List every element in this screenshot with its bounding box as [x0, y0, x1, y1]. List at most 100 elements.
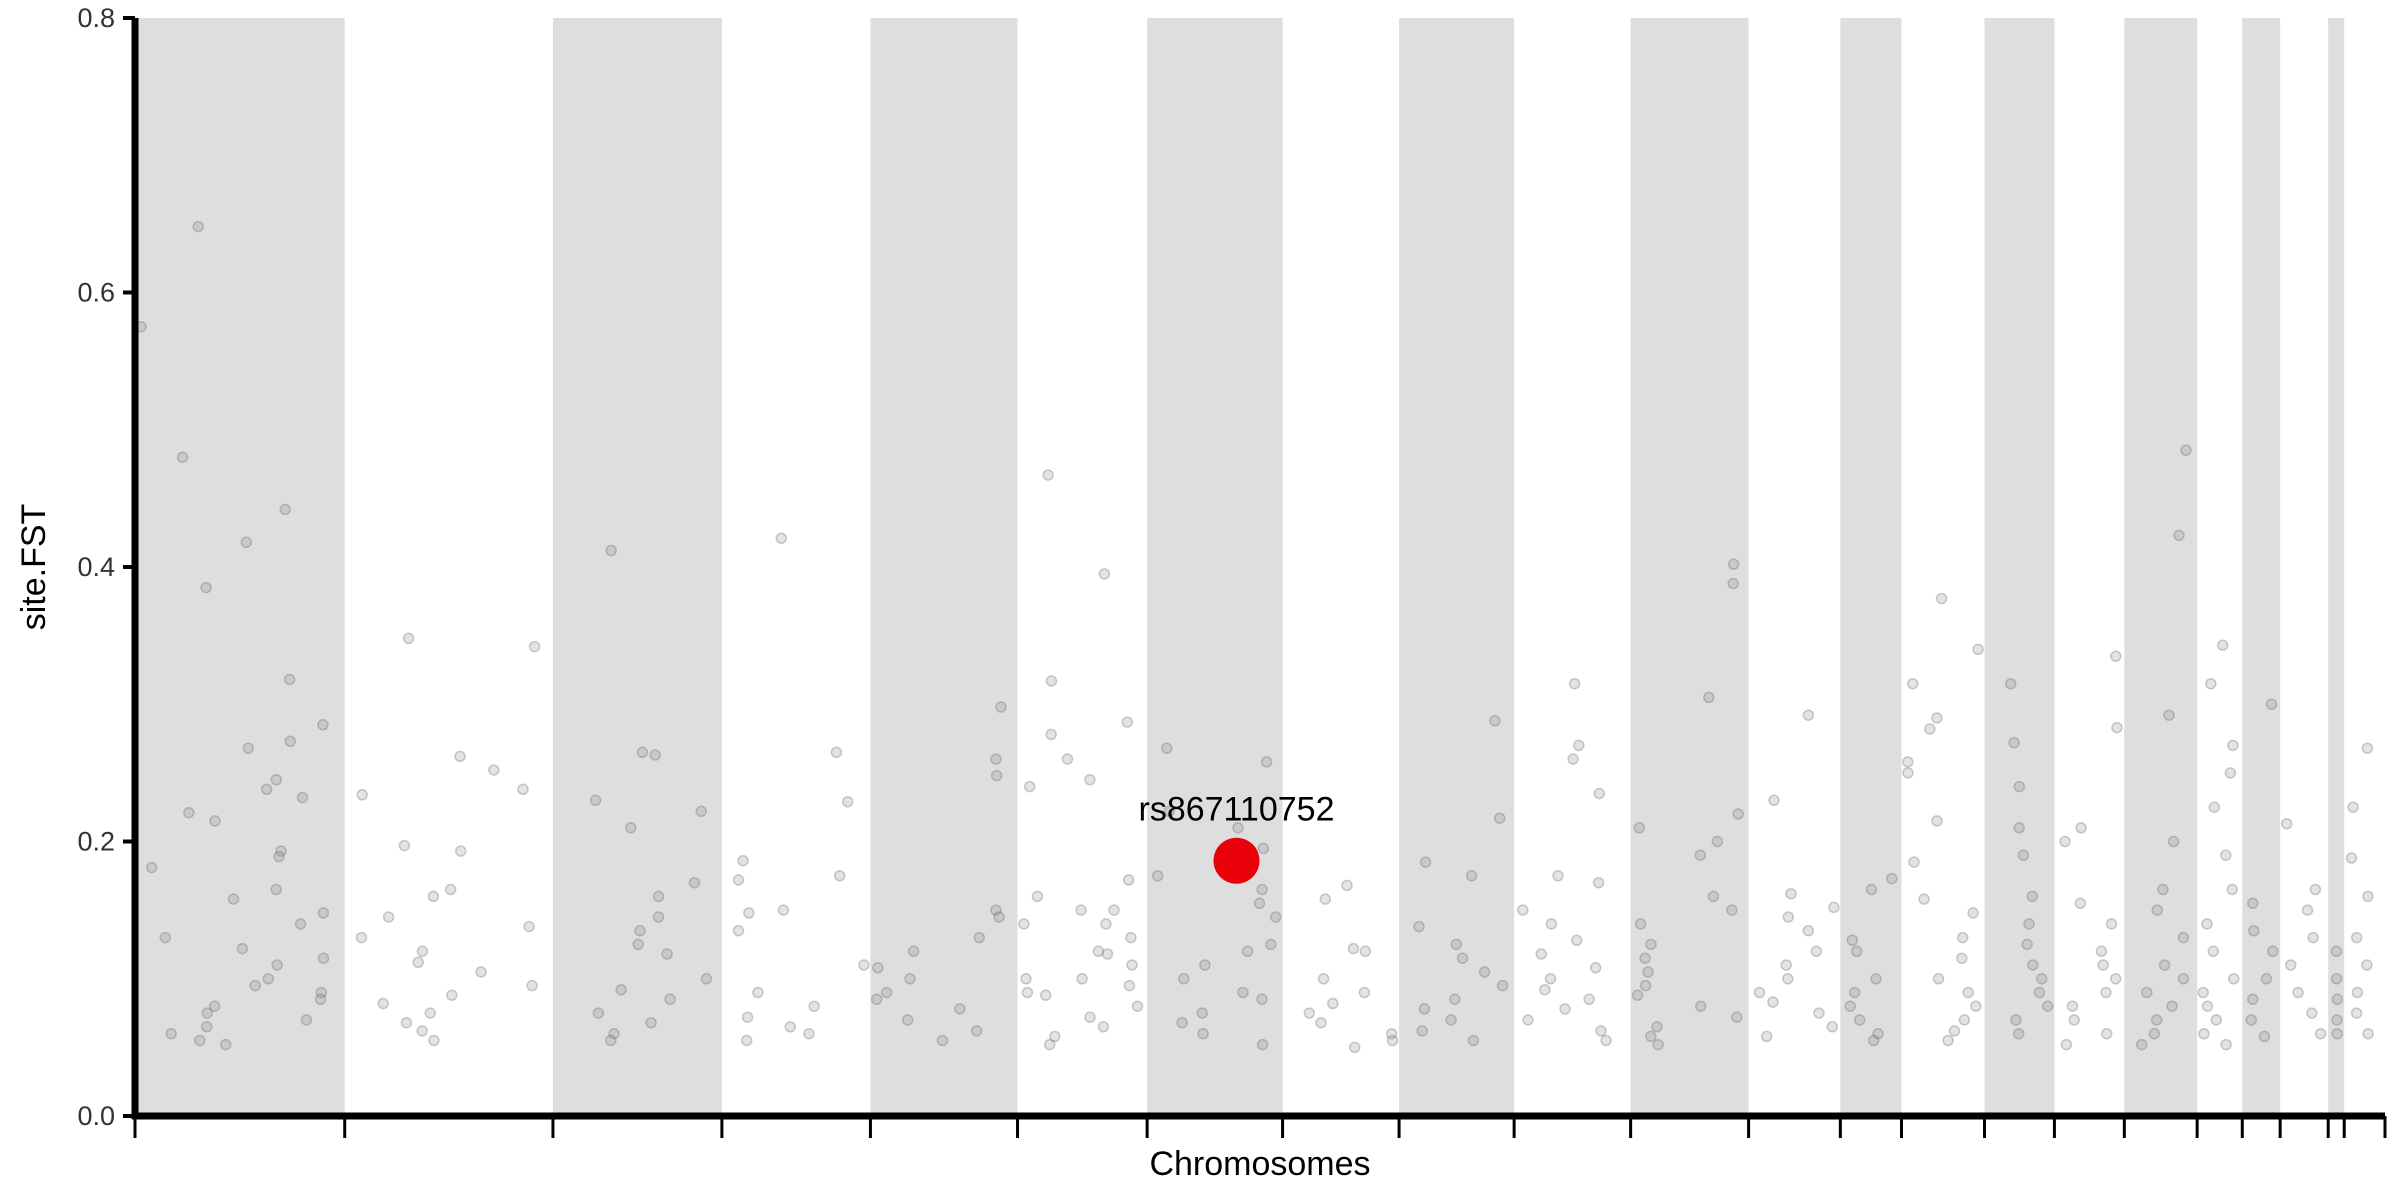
snp-point[interactable]	[784, 1021, 797, 1033]
snp-point[interactable]	[2163, 709, 2175, 721]
snp-point[interactable]	[1731, 1011, 1743, 1023]
snp-point[interactable]	[858, 959, 870, 971]
snp-point[interactable]	[454, 845, 467, 857]
snp-point[interactable]	[314, 993, 327, 1006]
snp-point[interactable]	[589, 794, 602, 807]
snp-point[interactable]	[2059, 835, 2071, 848]
snp-point[interactable]	[416, 1025, 428, 1037]
snp-point[interactable]	[833, 870, 846, 882]
snp-point[interactable]	[416, 945, 429, 958]
snp-point[interactable]	[2041, 1000, 2054, 1012]
snp-point[interactable]	[1319, 893, 1332, 905]
snp-point[interactable]	[300, 1014, 313, 1026]
snp-point[interactable]	[2026, 890, 2039, 903]
snp-point[interactable]	[1924, 723, 1936, 735]
snp-point[interactable]	[2100, 986, 2112, 999]
snp-point[interactable]	[636, 746, 649, 759]
snp-point[interactable]	[194, 1034, 206, 1047]
snp-point[interactable]	[1972, 643, 1984, 656]
snp-point[interactable]	[608, 1027, 620, 1040]
snp-point[interactable]	[1084, 1011, 1096, 1023]
snp-point[interactable]	[1253, 897, 1266, 910]
snp-point[interactable]	[1126, 959, 1138, 971]
snp-point[interactable]	[1782, 973, 1794, 985]
snp-point[interactable]	[2247, 897, 2259, 910]
snp-point[interactable]	[2013, 822, 2025, 834]
snp-point[interactable]	[1449, 993, 1461, 1006]
snp-point[interactable]	[444, 883, 457, 896]
snp-point[interactable]	[2109, 973, 2122, 985]
snp-point[interactable]	[1043, 1038, 1056, 1051]
snp-point[interactable]	[1098, 568, 1111, 580]
snp-point[interactable]	[1850, 945, 1863, 958]
snp-point[interactable]	[743, 907, 755, 919]
snp-point[interactable]	[2035, 973, 2048, 985]
snp-point[interactable]	[2210, 1014, 2223, 1026]
snp-point[interactable]	[1865, 883, 1878, 896]
snp-point[interactable]	[271, 959, 283, 971]
snp-point[interactable]	[377, 997, 389, 1010]
snp-point[interactable]	[1907, 677, 1919, 690]
snp-point[interactable]	[872, 962, 884, 974]
snp-point[interactable]	[2026, 959, 2039, 971]
snp-point[interactable]	[2361, 959, 2373, 971]
snp-point[interactable]	[1478, 966, 1491, 978]
snp-point[interactable]	[1753, 986, 1766, 999]
snp-point[interactable]	[242, 742, 255, 754]
snp-point[interactable]	[208, 1000, 221, 1012]
snp-point[interactable]	[1020, 973, 1032, 985]
snp-point[interactable]	[1935, 592, 1948, 605]
snp-point[interactable]	[2267, 945, 2279, 958]
snp-point[interactable]	[1826, 1021, 1839, 1033]
snp-point[interactable]	[732, 874, 745, 886]
snp-point[interactable]	[990, 769, 1003, 782]
snp-point[interactable]	[1039, 989, 1052, 1001]
highlighted-snp-point[interactable]	[1213, 837, 1260, 884]
snp-point[interactable]	[209, 815, 221, 827]
snp-point[interactable]	[2095, 945, 2108, 958]
snp-point[interactable]	[1694, 849, 1707, 861]
snp-point[interactable]	[2180, 444, 2192, 457]
snp-point[interactable]	[488, 764, 500, 776]
snp-point[interactable]	[1042, 469, 1054, 481]
snp-point[interactable]	[990, 753, 1002, 765]
snp-point[interactable]	[2074, 897, 2087, 910]
snp-point[interactable]	[2280, 817, 2293, 830]
snp-point[interactable]	[695, 805, 707, 818]
snp-point[interactable]	[1196, 1007, 1209, 1019]
snp-point[interactable]	[2197, 986, 2209, 999]
snp-point[interactable]	[200, 1021, 213, 1033]
snp-point[interactable]	[192, 220, 204, 233]
snp-point[interactable]	[475, 966, 487, 978]
snp-point[interactable]	[661, 948, 673, 960]
snp-point[interactable]	[2362, 1027, 2374, 1040]
snp-point[interactable]	[1061, 753, 1074, 765]
snp-point[interactable]	[2330, 945, 2343, 958]
snp-point[interactable]	[1942, 1034, 1954, 1047]
snp-point[interactable]	[227, 893, 240, 905]
snp-point[interactable]	[652, 890, 665, 903]
snp-point[interactable]	[1358, 986, 1371, 999]
snp-point[interactable]	[398, 839, 411, 852]
snp-point[interactable]	[1097, 1021, 1110, 1033]
snp-point[interactable]	[296, 791, 309, 804]
snp-point[interactable]	[2247, 993, 2259, 1006]
snp-point[interactable]	[1386, 1034, 1399, 1047]
snp-point[interactable]	[1049, 1030, 1061, 1043]
snp-point[interactable]	[1100, 918, 1112, 930]
snp-point[interactable]	[732, 924, 745, 937]
snp-point[interactable]	[2331, 1014, 2343, 1026]
snp-point[interactable]	[2075, 822, 2087, 834]
snp-point[interactable]	[1844, 1000, 1856, 1012]
snp-point[interactable]	[2301, 904, 2314, 916]
snp-point[interactable]	[841, 795, 854, 808]
snp-point[interactable]	[1232, 822, 1244, 834]
snp-point[interactable]	[1931, 815, 1943, 827]
snp-point[interactable]	[592, 1007, 605, 1019]
snp-point[interactable]	[2013, 780, 2026, 793]
snp-point[interactable]	[1948, 1025, 1961, 1037]
snp-point[interactable]	[1265, 938, 1277, 951]
snp-point[interactable]	[1570, 934, 1583, 947]
snp-point[interactable]	[145, 861, 158, 874]
snp-point[interactable]	[1327, 997, 1339, 1010]
